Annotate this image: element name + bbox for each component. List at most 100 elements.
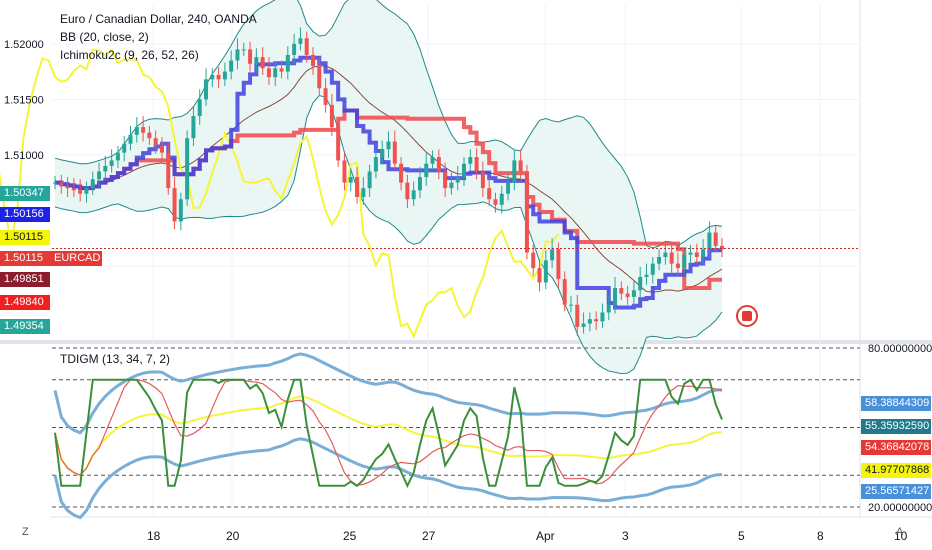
price-badge: 1.50115 (0, 251, 50, 266)
candle-body (531, 252, 536, 269)
time-axis-label: 8 (817, 529, 824, 543)
candle-body (600, 312, 605, 322)
candle-body (216, 74, 221, 80)
candle-body (638, 276, 643, 291)
price-badge: 1.50156 (0, 207, 50, 222)
candle-body (625, 293, 630, 297)
candle-body (361, 188, 366, 198)
osc-badge: 58.38844309 (861, 396, 931, 411)
time-axis-label: 18 (147, 529, 161, 543)
candle-body (543, 260, 548, 283)
osc-price-line (54, 378, 723, 489)
price-axis-label: 1.51000 (4, 150, 44, 162)
candle-body (417, 177, 422, 191)
candle-body (122, 143, 127, 153)
candle-body (191, 116, 196, 139)
candle-body (298, 38, 303, 44)
candle-body (443, 171, 448, 189)
candle-body (550, 249, 555, 261)
candle-body (172, 188, 177, 222)
candle-body (260, 57, 265, 69)
candle-body (524, 171, 529, 253)
candle-body (197, 99, 202, 116)
price-pane (0, 0, 860, 375)
chikou-line (0, 48, 560, 340)
price-badge: 1.50115 (0, 230, 50, 245)
candle-body (682, 254, 687, 269)
candle-body (613, 288, 618, 305)
candle-body (159, 145, 164, 153)
osc-axis-top-label: 80.00000000 (868, 343, 932, 355)
oscillator-pane (52, 347, 860, 520)
symbol-badge: EURCAD (50, 251, 102, 266)
maple-leaf-icon[interactable] (736, 305, 758, 327)
candle-body (480, 171, 485, 189)
candle-body (675, 263, 680, 269)
candle-body (59, 182, 64, 186)
candle-body (115, 152, 120, 161)
candle-body (103, 165, 108, 172)
candle-body (411, 190, 416, 200)
candle-body (380, 149, 385, 158)
candle-body (392, 141, 397, 164)
candle-body (166, 152, 171, 189)
candle-body (336, 127, 341, 161)
candle-body (279, 68, 284, 72)
candle-body (493, 199, 498, 205)
time-axis-label: 5 (738, 529, 745, 543)
candle-body (556, 249, 561, 280)
candle-body (619, 288, 624, 294)
candle-body (248, 49, 253, 64)
candle-body (506, 182, 511, 194)
candle-body (317, 66, 322, 89)
scale-left-button[interactable]: Z (22, 526, 29, 538)
candle-body (266, 68, 271, 78)
pane-separator (0, 340, 932, 344)
osc-badge: 54.36842078 (861, 440, 931, 455)
candle-body (669, 252, 674, 264)
osc-badge: 55.35932590 (861, 419, 931, 434)
candle-body (518, 160, 523, 172)
candle-body (720, 245, 724, 250)
candle-body (606, 304, 611, 313)
indicator-bb-label[interactable]: BB (20, close, 2) (60, 30, 149, 44)
time-axis-label: 20 (226, 529, 240, 543)
candle-body (222, 71, 227, 80)
oscillator-title[interactable]: TDIGM (13, 34, 7, 2) (60, 352, 171, 366)
osc-upper-band (53, 352, 723, 435)
candle-body (455, 177, 460, 183)
time-axis-label: 25 (343, 529, 357, 543)
candle-body (462, 163, 467, 178)
bb-lower (54, 94, 723, 375)
candle-body (355, 177, 360, 198)
candle-body (512, 160, 517, 183)
candle-body (399, 163, 404, 183)
candle-body (241, 49, 246, 51)
candle-body (141, 127, 146, 133)
osc-badge: 41.97707868 (861, 463, 931, 478)
candle-body (128, 134, 133, 144)
candle-body (285, 54, 290, 72)
time-axis-label: 27 (422, 529, 436, 543)
osc-axis-bottom-label: 20.00000000 (868, 502, 932, 514)
candle-body (153, 138, 158, 146)
candle-body (109, 160, 114, 166)
candle-body (436, 157, 441, 172)
candle-body (644, 274, 649, 277)
scale-right-button[interactable]: A (896, 526, 904, 538)
candle-body (474, 157, 479, 172)
candle-body (405, 182, 410, 200)
candle-body (713, 232, 718, 246)
price-axis-label: 1.52000 (4, 39, 44, 51)
candle-body (650, 263, 655, 275)
candle-body (487, 188, 492, 200)
candle-body (499, 193, 504, 205)
candle-body (254, 57, 259, 64)
candle-body (53, 182, 57, 184)
candle-body (449, 182, 454, 189)
candle-body (329, 104, 334, 128)
time-axis-label: 10 (894, 529, 908, 543)
indicator-ichimoku-label[interactable]: Ichimoku2c (9, 26, 52, 26) (60, 48, 199, 62)
symbol-title[interactable]: Euro / Canadian Dollar, 240, OANDA (60, 12, 257, 26)
